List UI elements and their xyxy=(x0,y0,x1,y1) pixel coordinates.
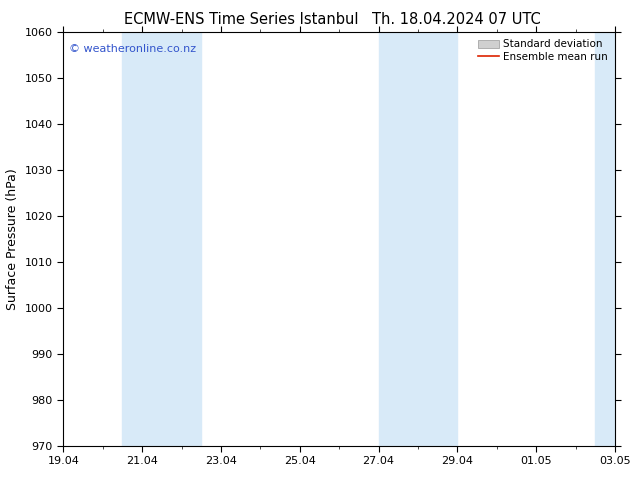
Bar xyxy=(595,32,634,446)
Bar xyxy=(378,32,457,446)
Bar xyxy=(122,32,202,446)
Text: Th. 18.04.2024 07 UTC: Th. 18.04.2024 07 UTC xyxy=(372,12,541,27)
Text: © weatheronline.co.nz: © weatheronline.co.nz xyxy=(69,44,196,54)
Legend: Standard deviation, Ensemble mean run: Standard deviation, Ensemble mean run xyxy=(474,35,612,67)
Text: ECMW-ENS Time Series Istanbul: ECMW-ENS Time Series Istanbul xyxy=(124,12,358,27)
Y-axis label: Surface Pressure (hPa): Surface Pressure (hPa) xyxy=(6,168,19,310)
